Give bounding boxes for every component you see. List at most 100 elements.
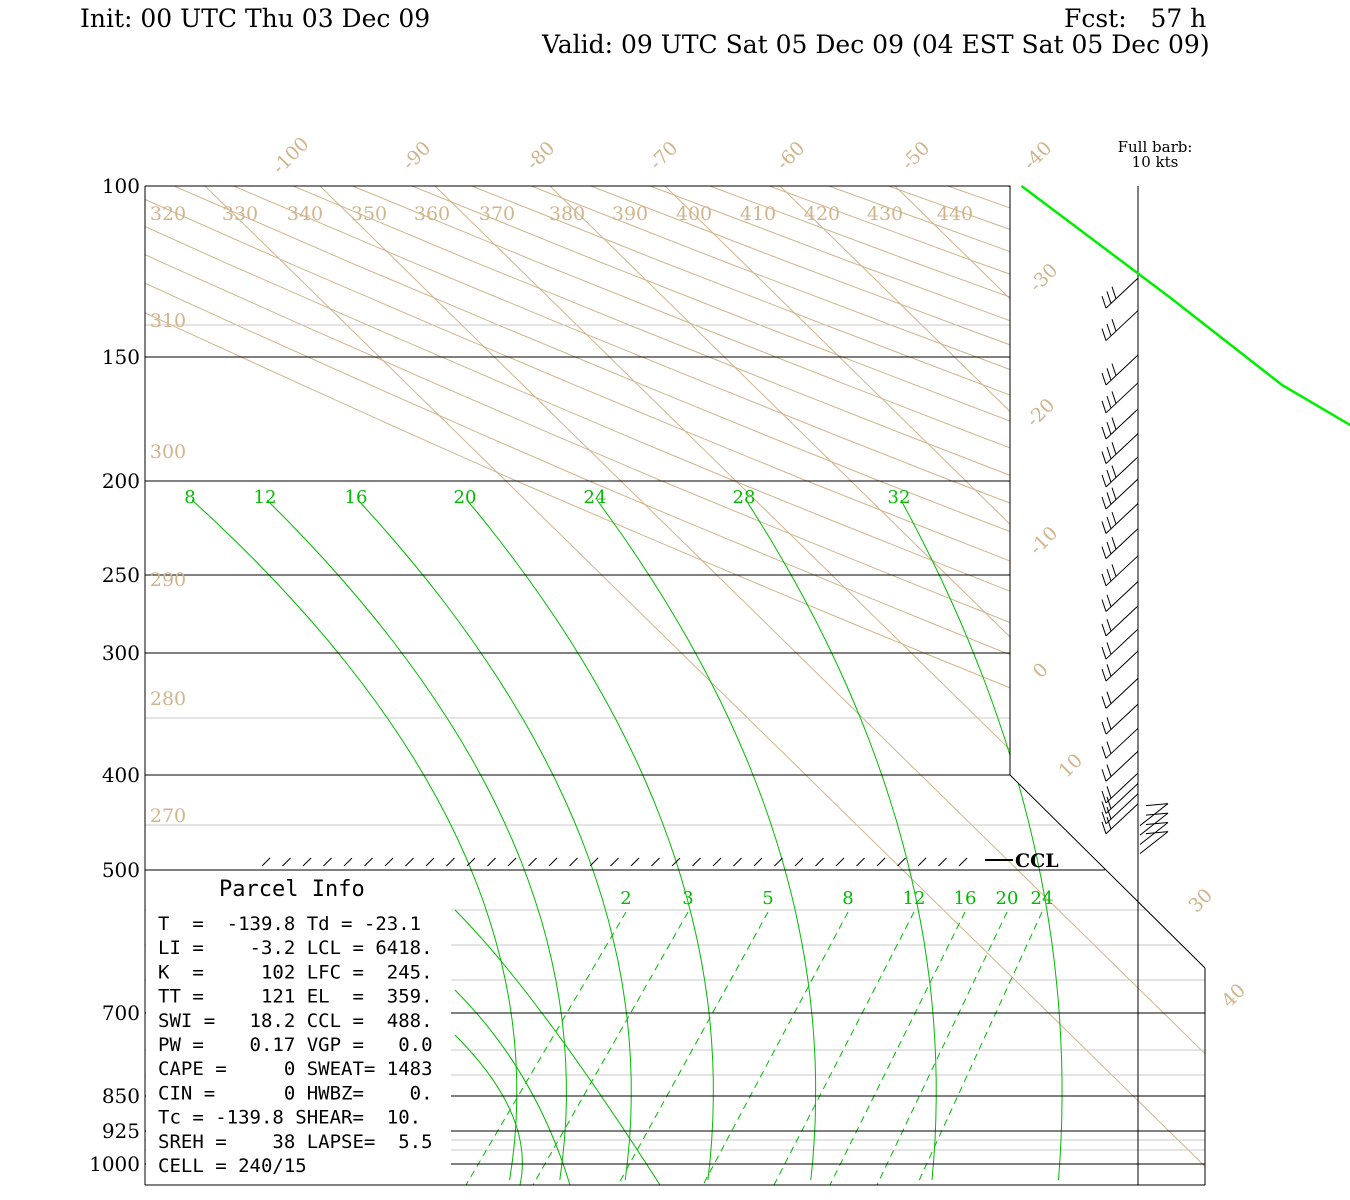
wind-barb — [1101, 650, 1139, 682]
temp-label--100: -100 — [268, 133, 314, 179]
parcel-info-row: K = 102 LFC = 245. — [158, 961, 433, 983]
parcel-info-row: Tc = -139.8 SHEAR= 10. — [158, 1107, 421, 1129]
ccl-hatch — [487, 857, 496, 867]
dry-adiabat — [352, 186, 1205, 1165]
ccl-hatch — [364, 857, 373, 867]
ccl-hatch — [917, 857, 927, 867]
ccl-hatch — [610, 857, 619, 867]
ccl-hatch — [507, 857, 517, 867]
mixing-ratio-label-32: 32 — [888, 487, 911, 508]
temp-label--90: -90 — [398, 137, 435, 174]
parcel-info-row: LI = -3.2 LCL = 6418. — [158, 937, 433, 959]
pressure-label-400: 400 — [102, 763, 140, 787]
theta-label-290: 290 — [150, 569, 186, 591]
ccl-hatch — [651, 857, 660, 867]
wind-barbs — [1101, 277, 1169, 855]
mixing-ratio-label-24: 24 — [584, 487, 607, 508]
moist-adiabat — [454, 1034, 523, 1185]
wind-barb — [1101, 703, 1139, 735]
parcel-info-row: PW = 0.17 VGP = 0.0 — [158, 1034, 433, 1056]
theta-label-300: 300 — [150, 441, 186, 463]
ccl-hatch — [958, 857, 968, 867]
wind-barb — [1101, 581, 1139, 612]
pressure-label-300: 300 — [102, 641, 140, 665]
wind-barb — [1101, 783, 1139, 814]
dry-adiabat — [411, 186, 1205, 1165]
theta-label-400: 400 — [676, 203, 712, 225]
init-time: Init: 00 UTC Thu 03 Dec 09 — [80, 4, 431, 33]
plot-frame-diagonal — [1009, 774, 1206, 969]
ccl-hatch — [876, 857, 886, 867]
dry-adiabat — [947, 186, 1205, 1165]
mixing-ratio-label-8: 8 — [184, 487, 195, 508]
pressure-label-925: 925 — [102, 1119, 140, 1143]
moist-adiabat — [596, 499, 817, 1181]
wind-barb — [1101, 310, 1139, 341]
mixing-ratio-line — [876, 911, 1008, 1185]
wind-barb — [1101, 628, 1139, 660]
theta-label-370: 370 — [479, 203, 515, 225]
ccl-hatch — [302, 857, 312, 867]
temp-label-10: 10 — [1054, 749, 1087, 782]
ccl-hatch — [856, 857, 865, 867]
ccl-hatch — [466, 857, 476, 867]
moist-adiabat — [454, 989, 571, 1185]
ccl-hatch — [897, 857, 906, 867]
moist-adiabat — [466, 499, 714, 1181]
ccl-hatch — [261, 857, 271, 867]
wind-barb — [1101, 528, 1139, 559]
dry-adiabat — [1007, 186, 1205, 1165]
pressure-label-850: 850 — [102, 1084, 140, 1108]
ccl-hatch — [630, 857, 640, 867]
theta-label-340: 340 — [287, 203, 323, 225]
temp-label--40: -40 — [1019, 137, 1056, 174]
wind-barb — [1139, 831, 1169, 855]
ccl-hatch — [794, 857, 804, 867]
parcel-info-row: SWI = 18.2 CCL = 488. — [158, 1010, 433, 1032]
ccl-hatch — [671, 857, 681, 867]
isotherm-line — [664, 186, 1205, 1185]
ccl-hatch — [753, 857, 763, 867]
parcel-info-row: CAPE = 0 SWEAT= 1483 — [158, 1058, 433, 1080]
wind-barb — [1101, 750, 1139, 782]
ccl-hatch — [384, 857, 394, 867]
wind-barb — [1101, 678, 1139, 709]
ccl-hatch — [733, 857, 742, 867]
ccl-hatch — [692, 857, 701, 867]
ccl-hatch — [815, 857, 824, 867]
parcel-info-box: Parcel Info T = -139.8 Td = -23.1LI = -3.… — [146, 871, 451, 1184]
parcel-info-background — [146, 871, 451, 1184]
mixing-ratio-label-28: 28 — [733, 487, 756, 508]
pressure-label-700: 700 — [102, 1001, 140, 1025]
wind-barb — [1101, 277, 1139, 309]
mixing-ratio-line — [532, 911, 689, 1185]
ccl-hatch — [835, 857, 845, 867]
isotherm-line — [894, 186, 1205, 1185]
ccl-label: CCL — [1015, 850, 1059, 872]
wind-barb — [1101, 772, 1139, 804]
mixing-ratio-label-20: 20 — [996, 888, 1019, 909]
parcel-info-row: TT = 121 EL = 359. — [158, 986, 433, 1008]
ccl-hatch — [774, 857, 783, 867]
moist-adiabat — [900, 499, 1063, 1181]
theta-label-390: 390 — [612, 203, 648, 225]
wind-barb — [1101, 503, 1139, 534]
pressure-label-500: 500 — [102, 858, 140, 882]
mixing-ratio-label-3: 3 — [682, 888, 693, 909]
theta-label-310: 310 — [150, 310, 186, 332]
theta-label-380: 380 — [549, 203, 585, 225]
dry-adiabat — [828, 186, 1205, 1165]
theta-label-360: 360 — [414, 203, 450, 225]
theta-label-330: 330 — [222, 203, 258, 225]
temp-label-40: 40 — [1217, 979, 1250, 1012]
barb-note-line1: Full barb: — [1118, 138, 1193, 156]
theta-label-440: 440 — [937, 203, 973, 225]
parcel-info-row: SREH = 38 LAPSE= 5.5 — [158, 1131, 433, 1153]
theta-label-350: 350 — [351, 203, 387, 225]
wind-barb — [1139, 822, 1169, 845]
parcel-info-row: CELL = 240/15 — [158, 1155, 307, 1177]
mixing-ratio-line — [702, 911, 849, 1185]
moist-adiabat — [454, 909, 661, 1185]
dry-adiabat — [590, 186, 1205, 1165]
